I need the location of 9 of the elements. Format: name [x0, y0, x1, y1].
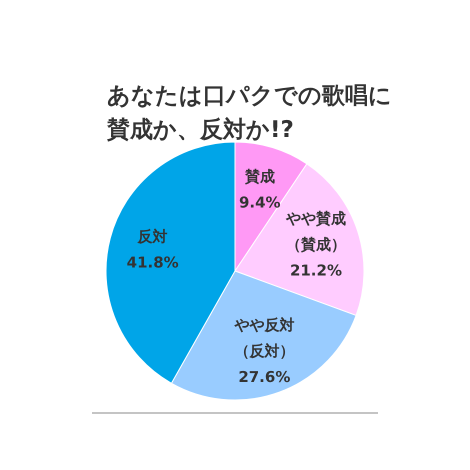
data-label: 41.8%: [126, 253, 179, 272]
chart-title: あなたは口パクでの歌唱に賛成か、反対か!?: [106, 83, 392, 143]
slice-label: 賛成: [244, 168, 275, 186]
slice-label: やや賛成（賛成）: [284, 210, 346, 254]
data-label: 9.4%: [238, 194, 281, 212]
slice-label: やや反対（反対）: [233, 316, 294, 360]
data-label: 21.2%: [290, 262, 342, 280]
data-label: 27.6%: [238, 368, 290, 386]
slice-label: 反対: [136, 227, 168, 246]
